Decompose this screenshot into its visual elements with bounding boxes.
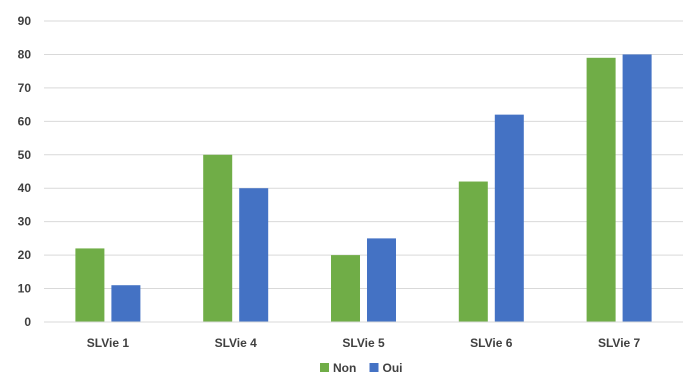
y-tick-label: 30	[18, 215, 32, 229]
y-tick-label: 80	[18, 47, 32, 61]
y-tick-label: 50	[18, 148, 32, 162]
y-tick-label: 60	[18, 114, 32, 128]
legend-swatch-non	[320, 363, 329, 372]
y-tick-label: 70	[18, 81, 32, 95]
gridlines	[44, 20, 683, 290]
legend-label-non: Non	[333, 361, 356, 374]
y-tick-label: 0	[24, 315, 31, 329]
y-tick-label: 20	[18, 248, 32, 262]
bar-non-2	[203, 154, 233, 322]
bar-non-4	[458, 181, 488, 322]
x-tick-label: SLVie 6	[470, 336, 513, 350]
x-tick-label: SLVie 5	[342, 336, 385, 350]
bar-non-3	[331, 255, 360, 322]
bar-oui-4	[494, 114, 524, 323]
y-axis: 0 10 20 30 40 50 60 70 80 90	[18, 14, 32, 329]
legend-swatch-oui	[369, 363, 379, 372]
x-tick-label: SLVie 4	[215, 336, 258, 350]
bar-oui-5	[622, 54, 652, 322]
x-axis: SLVie 1 SLVie 4 SLVie 5 SLVie 6 SLVie 7	[87, 336, 641, 350]
y-tick-label: 90	[18, 14, 32, 28]
bar-oui-3	[367, 238, 396, 322]
legend-label-oui: Oui	[383, 361, 403, 374]
bar-non-1	[75, 248, 105, 322]
x-tick-label: SLVie 1	[87, 336, 130, 350]
y-tick-label: 40	[18, 181, 32, 195]
bar-oui-2	[239, 188, 269, 322]
legend: Non Oui	[320, 361, 403, 374]
bar-oui-1	[111, 285, 141, 322]
bars	[75, 54, 652, 323]
y-tick-label: 10	[18, 282, 32, 296]
x-tick-label: SLVie 7	[598, 336, 641, 350]
bar-non-5	[586, 57, 616, 323]
